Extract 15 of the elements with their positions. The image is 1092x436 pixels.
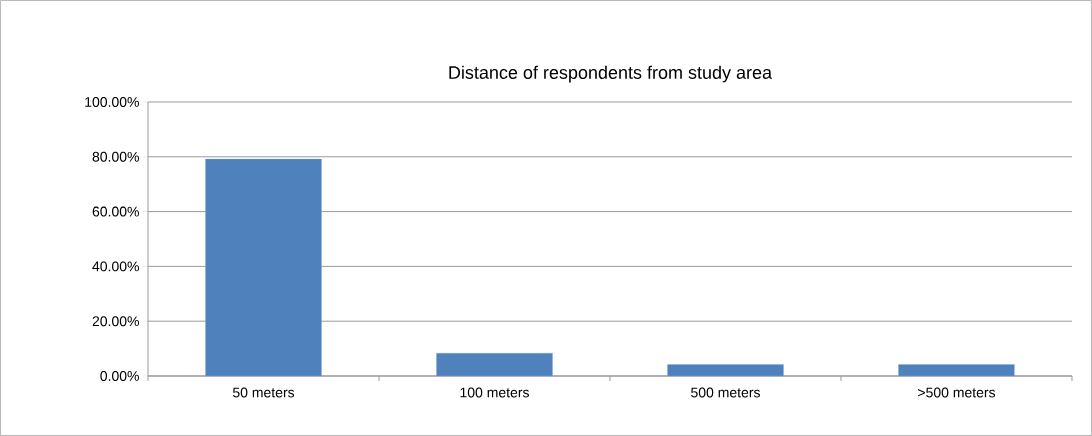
chart-title: Distance of respondents from study area (449, 65, 773, 83)
x-tick-label: 500 meters (691, 387, 760, 398)
x-tick-label: 100 meters (460, 387, 529, 398)
y-tick-label: 0.00% (100, 371, 139, 381)
bar (898, 364, 1015, 376)
x-tick-label: 50 meters (232, 387, 295, 398)
y-tick-label: 20.00% (92, 316, 139, 327)
y-tick-label: 40.00% (92, 261, 139, 272)
y-tick-label: 100.00% (85, 97, 139, 107)
y-tick-label: 60.00% (92, 206, 139, 217)
x-tick-label: >500 meters (918, 387, 996, 398)
bar (436, 353, 553, 376)
bar (667, 364, 784, 376)
bar (205, 158, 322, 376)
y-tick-label: 80.00% (92, 151, 139, 162)
